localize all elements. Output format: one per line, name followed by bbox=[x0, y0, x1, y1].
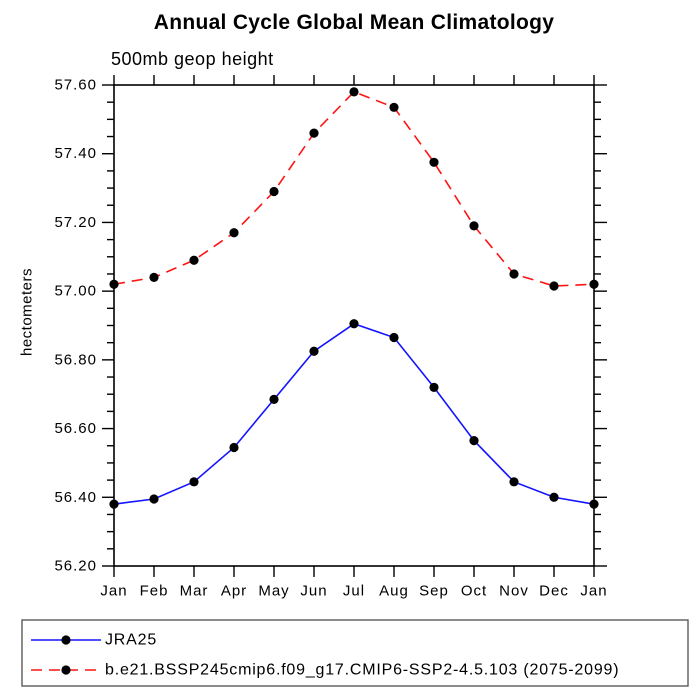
data-point-marker bbox=[309, 346, 319, 356]
x-tick-label: Sep bbox=[419, 583, 449, 600]
y-tick-label: 56.20 bbox=[54, 558, 97, 575]
data-point-marker bbox=[189, 477, 199, 487]
y-tick-label: 57.20 bbox=[54, 214, 97, 231]
data-point-marker bbox=[109, 499, 119, 509]
x-tick-label: Feb bbox=[140, 583, 169, 600]
data-point-marker bbox=[469, 435, 479, 446]
data-point-marker bbox=[269, 186, 279, 197]
data-point-marker bbox=[149, 272, 159, 282]
data-point-marker bbox=[389, 332, 399, 343]
x-tick-label: Nov bbox=[499, 583, 529, 600]
x-tick-label: May bbox=[258, 583, 289, 600]
data-point-marker bbox=[229, 228, 239, 238]
legend-label: b.e21.BSSP245cmip6.f09_g17.CMIP6-SSP2-4.… bbox=[105, 662, 619, 679]
series-line-dashed bbox=[113, 90, 595, 287]
y-tick-label: 57.60 bbox=[54, 77, 97, 94]
data-point-marker bbox=[349, 87, 359, 97]
chart-title: Annual Cycle Global Mean Climatology bbox=[153, 11, 555, 34]
data-point-marker bbox=[509, 269, 519, 279]
y-tick-label: 56.80 bbox=[54, 351, 97, 368]
data-point-marker bbox=[549, 492, 559, 502]
data-point-marker bbox=[229, 442, 239, 453]
y-tick-label: 57.00 bbox=[54, 283, 97, 300]
data-point-marker bbox=[349, 319, 359, 329]
data-point-marker bbox=[309, 128, 319, 138]
legend-marker bbox=[61, 665, 71, 675]
legend-box bbox=[21, 619, 689, 687]
x-tick-label: Dec bbox=[539, 583, 569, 600]
data-point-marker bbox=[589, 279, 599, 289]
x-tick-label: Aug bbox=[379, 583, 409, 600]
chart-subtitle: 500mb geop height bbox=[111, 49, 274, 69]
x-tick-label: Jan bbox=[100, 583, 127, 600]
data-point-marker bbox=[469, 221, 479, 231]
data-point-marker bbox=[149, 494, 159, 504]
plot-border bbox=[113, 84, 595, 567]
data-point-marker bbox=[429, 157, 439, 167]
legend-marker bbox=[61, 635, 71, 645]
data-point-marker bbox=[509, 477, 519, 487]
x-tick-label: Oct bbox=[461, 583, 487, 600]
data-point-marker bbox=[109, 279, 119, 289]
series-line-solid bbox=[113, 322, 595, 505]
legend-label: JRA25 bbox=[105, 632, 157, 649]
x-tick-label: Apr bbox=[221, 583, 247, 600]
x-tick-label: Mar bbox=[180, 583, 209, 600]
data-point-marker bbox=[589, 499, 599, 509]
y-tick-label: 57.40 bbox=[54, 145, 97, 162]
x-tick-label: Jan bbox=[580, 583, 607, 600]
x-tick-label: Jun bbox=[300, 583, 327, 600]
data-point-marker bbox=[429, 382, 439, 392]
x-tick-label: Jul bbox=[343, 583, 365, 600]
data-point-marker bbox=[549, 281, 559, 291]
y-tick-label: 56.40 bbox=[54, 489, 97, 506]
data-point-marker bbox=[389, 102, 399, 112]
data-point-marker bbox=[189, 255, 199, 265]
data-point-marker bbox=[269, 394, 279, 404]
y-tick-label: 56.60 bbox=[54, 420, 97, 437]
